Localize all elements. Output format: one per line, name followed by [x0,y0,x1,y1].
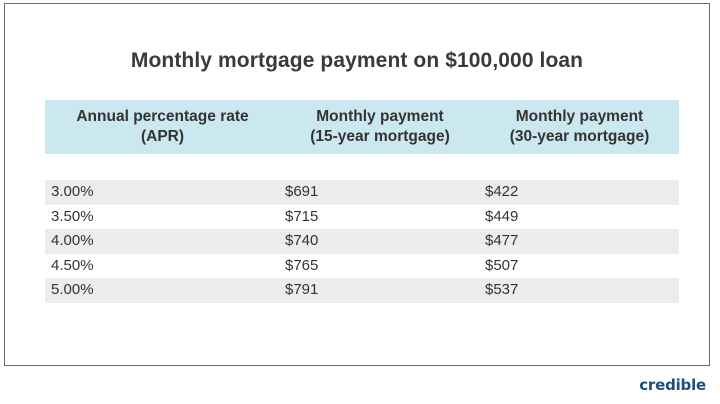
apr-cell: 4.50% [51,256,94,274]
payment-15-cell: $791 [285,281,319,299]
payment-15-cell: $715 [285,207,319,225]
payment-15-cell: $691 [285,183,319,200]
table-header: Annual percentage rate (APR) Monthly pay… [45,100,679,154]
header-apr: Annual percentage rate (APR) [45,100,280,154]
apr-cell: 4.00% [51,232,94,250]
table-row: 4.50% $765 $507 [45,254,679,279]
payment-15-cell: $765 [285,256,319,274]
header-payment-15: Monthly payment (15-year mortgage) [280,100,480,154]
header-apr-line2: (APR) [140,128,185,145]
header-payment-30-line1: Monthly payment [515,108,644,125]
payment-30-cell: $449 [485,207,519,225]
table-row: 5.00% $791 $537 [45,278,679,303]
apr-cell: 3.00% [51,183,94,200]
table-body: 3.00% $691 $422 3.50% $715 $449 4.00% $7… [45,180,679,303]
payment-30-cell: $537 [485,281,519,299]
payment-30-cell: $477 [485,232,519,250]
apr-cell: 5.00% [51,281,94,299]
credible-logo: credible [639,376,706,394]
header-payment-30-line2: (30-year mortgage) [509,128,650,145]
payment-15-cell: $740 [285,232,319,250]
table-row: 4.00% $740 $477 [45,229,679,254]
table-row: 3.50% $715 $449 [45,205,679,230]
table-row: 3.00% $691 $422 [45,180,679,205]
header-apr-line1: Annual percentage rate [76,108,249,125]
header-payment-15-line2: (15-year mortgage) [310,128,450,145]
apr-cell: 3.50% [51,207,94,225]
header-payment-30: Monthly payment (30-year mortgage) [480,100,679,154]
header-payment-15-line1: Monthly payment [316,108,444,125]
payment-30-cell: $507 [485,256,519,274]
page-title: Monthly mortgage payment on $100,000 loa… [130,49,584,72]
card-frame: Monthly mortgage payment on $100,000 loa… [4,3,710,366]
payment-30-cell: $422 [485,183,519,200]
